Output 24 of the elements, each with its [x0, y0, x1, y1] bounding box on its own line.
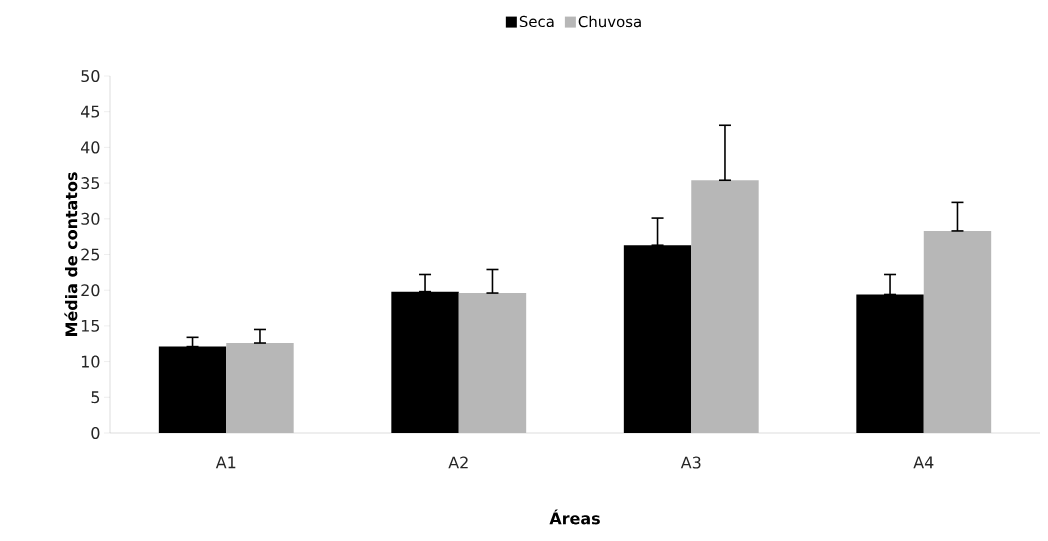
x-axis-title: Áreas — [549, 509, 600, 525]
x-tick-label: A1 — [215, 456, 236, 469]
y-tick-label: 25 — [81, 248, 100, 261]
y-tick-label: 20 — [81, 284, 100, 297]
y-tick-label: 5 — [91, 391, 100, 404]
bar — [923, 230, 992, 433]
y-axis-title: Média de contatos — [64, 172, 78, 336]
y-tick-label: 40 — [80, 141, 100, 154]
x-tick-label: A4 — [913, 456, 934, 469]
x-tick-label: A2 — [448, 456, 468, 469]
y-tick-label: 50 — [81, 69, 100, 83]
y-tick-label: 15 — [81, 319, 100, 332]
y-tick-label: 10 — [81, 355, 100, 368]
y-tick-label: 0 — [91, 426, 100, 440]
y-tick-label: 35 — [81, 177, 100, 190]
y-tick-label: 30 — [81, 212, 100, 225]
bar — [226, 343, 294, 433]
legend-label: Chuvosa — [578, 15, 641, 28]
bar — [458, 293, 527, 433]
legend-label: Seca — [519, 15, 554, 28]
y-tick-label: 45 — [80, 105, 100, 118]
x-tick-label: A3 — [680, 456, 701, 469]
bar — [623, 245, 692, 433]
bar — [691, 180, 759, 433]
